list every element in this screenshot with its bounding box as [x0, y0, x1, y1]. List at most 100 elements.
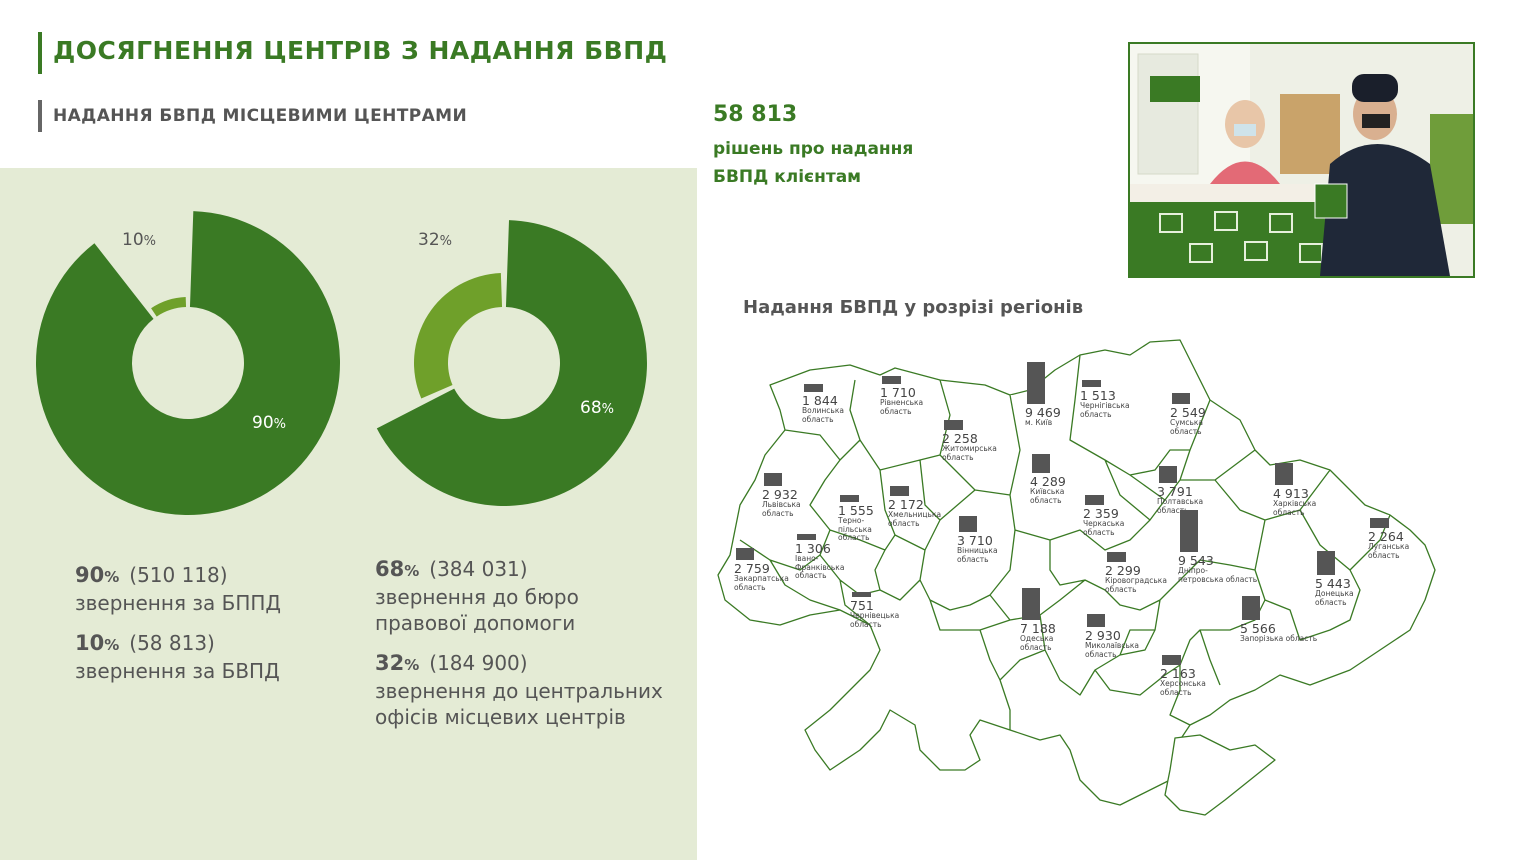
- legend-count: (510 118): [129, 563, 228, 587]
- decisions-desc-2: БВПД клієнтам: [713, 167, 862, 187]
- region-label: 9 543 Дніпро-петровська область: [1178, 554, 1257, 584]
- region-bar: [890, 486, 909, 496]
- region-name: область: [1315, 597, 1347, 607]
- legend-percent: 68%: [375, 557, 420, 581]
- region-name: область: [762, 508, 794, 518]
- region-value: 2 264: [1368, 529, 1404, 544]
- region-label: 1 844 Волинська область: [802, 394, 844, 424]
- donut-percent-label: 68%: [580, 398, 614, 418]
- region-value: 2 359: [1083, 506, 1119, 521]
- region-label: 1 306 Івано- Франківська область: [795, 542, 844, 581]
- donut-percent-label: 90%: [252, 413, 286, 433]
- region-name: область: [838, 533, 870, 542]
- region-value: 2 759: [734, 561, 770, 576]
- donut-slice: [35, 211, 340, 516]
- region-bar: [1370, 518, 1389, 528]
- region-bar: [1022, 588, 1040, 620]
- region-label: 2 549 Сумська область: [1170, 406, 1206, 436]
- region-value: 9 543: [1178, 553, 1214, 568]
- decisions-highlight: 58 813 рішень про надання БВПД клієнтам: [713, 102, 913, 191]
- region-label: 1 513 Чернігівська область: [1080, 389, 1130, 419]
- region-name: область: [957, 554, 989, 564]
- donut-percent-label: 10%: [122, 230, 156, 250]
- region-name: Волинська: [802, 406, 844, 415]
- region-value: 1 555: [838, 503, 874, 518]
- legend-percent: 32%: [375, 651, 420, 675]
- title-accent-bar: [38, 32, 42, 74]
- office-photo: [1128, 42, 1475, 278]
- region-value: 2 258: [942, 431, 978, 446]
- region-bar: [944, 420, 963, 430]
- region-name: Терно-: [838, 516, 865, 525]
- legend-row-bvpd: 10% (58 813) звернення за БВПД: [75, 630, 281, 684]
- region-name: Житомирська: [942, 444, 997, 453]
- donut-chart-2: 68% 32%: [376, 220, 647, 506]
- region-name: Запорізька область: [1240, 634, 1318, 643]
- region-bar: [959, 516, 977, 532]
- region-name: область: [880, 406, 912, 416]
- region-value: 4 289: [1030, 474, 1066, 489]
- region-label: 1 710 Рівненська область: [880, 386, 923, 416]
- region-label: 4 289 Київська область: [1030, 475, 1066, 505]
- region-name: область: [802, 414, 834, 424]
- region-bar: [1032, 454, 1050, 473]
- legend-percent: 90%: [75, 563, 120, 587]
- region-label: 4 913 Харківська область: [1273, 487, 1316, 517]
- region-name: Луганська: [1368, 542, 1410, 551]
- region-name: Харківська: [1273, 499, 1317, 508]
- legend-label: звернення до бюро: [375, 585, 579, 609]
- ukraine-map: [717, 339, 1436, 816]
- region-name: Рівненська: [880, 398, 924, 407]
- region-name: область: [1083, 527, 1115, 537]
- region-bar: [1107, 552, 1126, 562]
- legend-label: офісів місцевих центрів: [375, 705, 626, 729]
- region-name: Закарпатська: [734, 574, 789, 583]
- region-value: 2 172: [888, 497, 924, 512]
- region-bar: [736, 548, 754, 560]
- region-value: 4 913: [1273, 486, 1309, 501]
- region-name: Херсонська: [1160, 679, 1206, 688]
- legend-label: правової допомоги: [375, 611, 576, 635]
- region-name: область: [795, 571, 827, 580]
- legend-label: звернення за БВПД: [75, 659, 280, 683]
- region-label: 5 566 Запорізька область: [1240, 622, 1317, 644]
- region-value: 7 188: [1020, 621, 1056, 636]
- region-label: 7 188 Одеська область: [1020, 622, 1056, 652]
- region-bar: [1242, 596, 1260, 620]
- region-label: 5 443 Донецька область: [1315, 577, 1354, 607]
- page-subtitle: НАДАННЯ БВПД МІСЦЕВИМИ ЦЕНТРАМИ: [53, 106, 468, 126]
- subtitle-accent-bar: [38, 100, 42, 132]
- region-name: Хмельницька: [888, 510, 942, 519]
- region-name: область: [1170, 426, 1202, 436]
- region-bar: [1159, 466, 1177, 483]
- legend-label: звернення до центральних: [375, 679, 663, 703]
- region-value: 2 932: [762, 487, 798, 502]
- region-bar: [852, 592, 871, 597]
- region-name: область: [734, 582, 766, 592]
- region-name: область: [1085, 649, 1117, 659]
- region-value: 9 469: [1025, 405, 1061, 420]
- region-name: пільська: [838, 524, 872, 534]
- donut-1-legend: 90% (510 118) звернення за БППД 10% (58 81…: [75, 562, 281, 698]
- region-label: 1 555 Терно-пільська область: [838, 504, 874, 543]
- region-name: Івано-: [795, 554, 819, 563]
- legend-count: (184 900): [429, 651, 528, 675]
- region-name: Київська: [1030, 487, 1065, 496]
- region-value: 2 930: [1085, 628, 1121, 643]
- region-name: м. Київ: [1025, 418, 1053, 427]
- region-name: область: [1368, 550, 1400, 560]
- region-name: Сумська: [1170, 418, 1204, 427]
- region-name: область: [1030, 495, 1062, 505]
- region-name: Одеська: [1020, 634, 1054, 643]
- region-bar: [1162, 655, 1181, 665]
- region-bar: [1027, 362, 1045, 404]
- region-value: 1 306: [795, 541, 831, 556]
- region-value: 2 549: [1170, 405, 1206, 420]
- region-bar: [840, 495, 859, 502]
- region-name: область: [942, 452, 974, 462]
- region-label: 3 710 Вінницька область: [957, 534, 998, 564]
- donut-slice: [414, 273, 503, 399]
- region-label: 2 258 Житомирська область: [942, 432, 997, 462]
- donut-chart-1: 90% 10%: [35, 211, 340, 516]
- legend-count: (384 031): [429, 557, 528, 581]
